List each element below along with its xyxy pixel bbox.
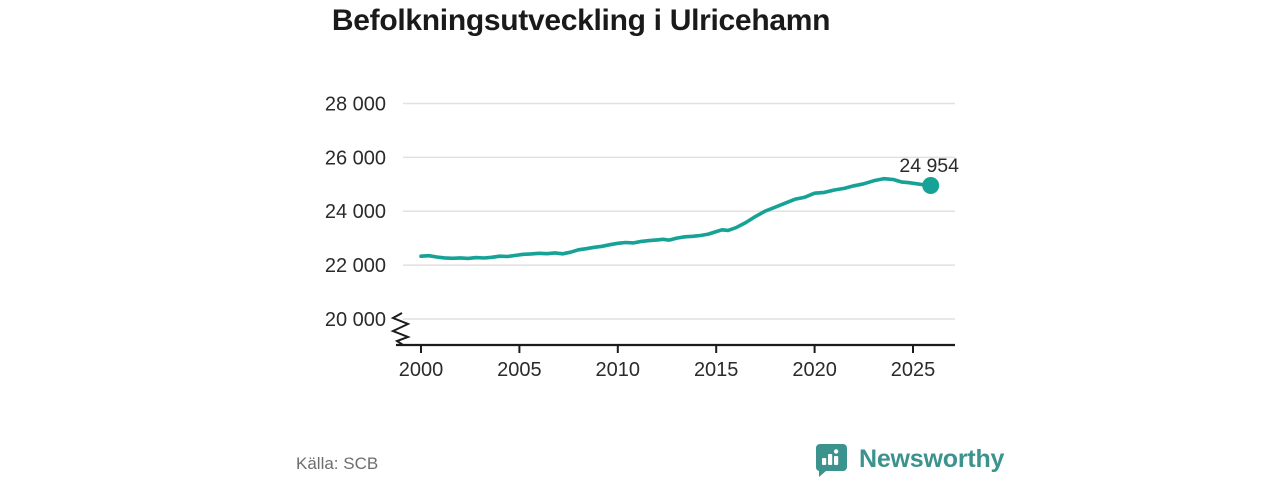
- chart-title: Befolkningsutveckling i Ulricehamn: [331, 4, 831, 37]
- x-tick-label: 2015: [694, 359, 739, 381]
- y-tick-label: 20 000: [325, 309, 386, 331]
- newsworthy-logo: Newsworthy: [813, 441, 1004, 478]
- x-tick-label: 2020: [792, 359, 837, 381]
- axis-break-zigzag: [390, 312, 411, 346]
- y-tick-label: 24 000: [325, 201, 386, 223]
- x-tick-label: 2010: [596, 359, 641, 381]
- newsworthy-logo-text: Newsworthy: [859, 445, 1005, 473]
- y-tick-label: 28 000: [325, 93, 386, 115]
- x-tick-label: 2005: [497, 359, 542, 381]
- newsworthy-logo-icon: [813, 441, 850, 478]
- x-tick-label: 2000: [399, 359, 444, 381]
- x-tick-label: 2025: [891, 359, 936, 381]
- source-label: Källa: SCB: [296, 454, 379, 473]
- y-tick-label: 22 000: [325, 255, 386, 277]
- y-tick-label: 26 000: [325, 147, 386, 169]
- latest-value-dot: [922, 177, 940, 194]
- population-series-line: [419, 176, 933, 261]
- latest-value-annotation: 24 954: [899, 155, 959, 177]
